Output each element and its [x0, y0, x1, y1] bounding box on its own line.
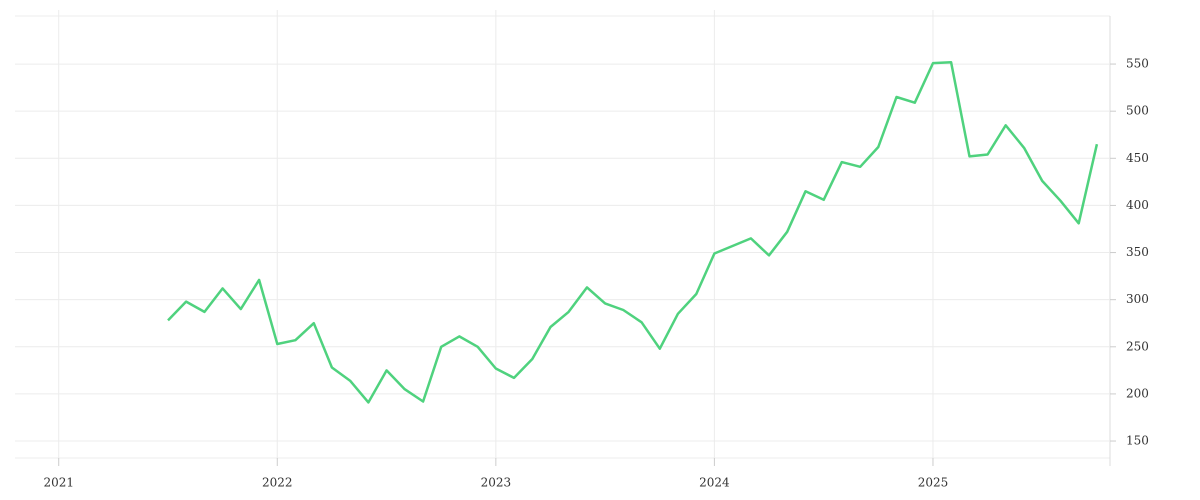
- y-tick-label: 350: [1126, 245, 1149, 259]
- x-tick-label: 2023: [481, 476, 512, 490]
- y-tick-label: 250: [1126, 339, 1149, 353]
- y-tick-label: 550: [1126, 57, 1149, 71]
- x-tick-label: 2024: [699, 476, 730, 490]
- y-tick-label: 300: [1126, 292, 1149, 306]
- line-series: [167, 60, 1099, 404]
- y-tick-label: 450: [1126, 151, 1149, 165]
- x-tick-label: 2022: [262, 476, 293, 490]
- x-tick-label: 2021: [43, 476, 74, 490]
- x-tick-label: 2025: [918, 476, 949, 490]
- y-tick-label: 500: [1126, 104, 1149, 118]
- y-tick-label: 400: [1126, 198, 1149, 212]
- y-tick-label: 150: [1126, 434, 1149, 448]
- y-tick-label: 200: [1126, 386, 1149, 400]
